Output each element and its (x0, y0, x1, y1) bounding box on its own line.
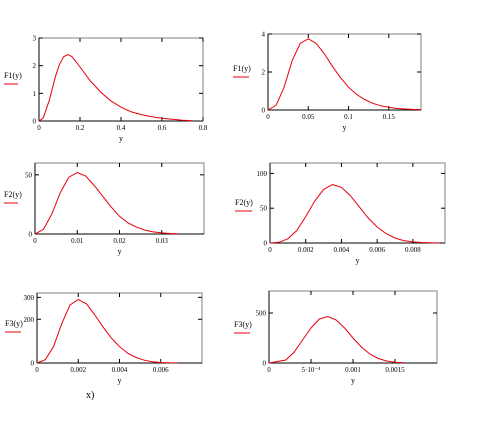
x-tick-label: 0.6 (158, 124, 167, 132)
chart-1: 0 0.2 0.4 0.6 0.8 0 1 2 3 y F1(y) (4, 35, 208, 143)
series-line (34, 171, 179, 235)
chart-2: 0 0.05 0.1 0.15 0 2 4 y F1(y) (233, 31, 422, 132)
y-tick-label: 0 (29, 231, 33, 239)
x-tick-label: 0 (266, 113, 270, 121)
chart-6: 0 5·10⁻⁴ 0.001 0.0015 0 500 y F3(y) (234, 290, 438, 385)
x-tick-label: 0.2 (76, 124, 85, 132)
y-tick-label: 4 (262, 31, 266, 39)
x-tick-label: 0.006 (153, 366, 169, 374)
series-line (38, 54, 193, 122)
x-axis-label: y (118, 247, 122, 256)
x-tick-label: 5·10⁻⁴ (302, 366, 322, 374)
figure-caption: x) (86, 390, 95, 401)
series-line (268, 315, 404, 364)
x-tick-label: 0.1 (344, 113, 353, 121)
y-axis-label: F3(y) (5, 319, 23, 328)
x-tick-label: 0 (267, 366, 271, 374)
x-tick-label: 0.002 (298, 246, 314, 254)
chart-4: 0 0.002 0.004 0.006 0.008 0 50 100 y F2(y) (235, 162, 446, 265)
y-tick-label: 1 (33, 90, 37, 98)
x-tick-label: 0 (37, 124, 41, 132)
y-axis-label: F3(y) (234, 320, 252, 329)
x-tick-label: 0.0015 (385, 366, 405, 374)
x-tick-label: 0.004 (334, 246, 350, 254)
x-tick-label: 0 (33, 237, 37, 245)
chart-5: 0 0.002 0.004 0.006 0 200 300 y F3(y) (5, 292, 203, 385)
series-line (36, 299, 178, 364)
y-axis-label: F1(y) (233, 64, 251, 73)
x-axis-label: y (119, 134, 123, 143)
x-tick-label: 0.004 (112, 366, 128, 374)
y-tick-label: 2 (262, 69, 266, 77)
x-axis-label: y (351, 376, 355, 385)
y-tick-label: 0 (264, 240, 268, 248)
y-tick-label: 200 (24, 316, 35, 324)
x-axis-label: y (118, 376, 122, 385)
chart-3: 0 0.01 0.02 0.03 0 50 y F2(y) (4, 162, 205, 256)
x-tick-label: 0.8 (199, 124, 208, 132)
plot-frame (267, 33, 422, 111)
x-tick-label: 0 (35, 366, 39, 374)
x-tick-label: 0 (268, 246, 272, 254)
series-line (267, 38, 422, 111)
x-axis-label: y (356, 256, 360, 265)
x-tick-label: 0.008 (405, 246, 421, 254)
x-tick-label: 0.05 (302, 113, 315, 121)
x-tick-label: 0.01 (71, 237, 84, 245)
x-axis-label: y (343, 123, 347, 132)
y-tick-label: 0 (262, 107, 266, 115)
x-tick-label: 0.4 (117, 124, 126, 132)
y-tick-label: 3 (33, 35, 37, 43)
x-tick-label: 0.03 (156, 237, 169, 245)
y-axis-label: F1(y) (4, 71, 22, 80)
y-tick-label: 0 (33, 118, 37, 126)
plot-frame (34, 162, 205, 235)
y-tick-label: 0 (31, 360, 35, 368)
y-tick-label: 50 (260, 205, 268, 213)
y-tick-label: 2 (33, 62, 37, 70)
series-line (269, 184, 440, 244)
y-tick-label: 0 (263, 360, 267, 368)
x-tick-label: 0.02 (113, 237, 126, 245)
x-tick-label: 0.006 (369, 246, 385, 254)
x-tick-label: 0.15 (383, 113, 396, 121)
plot-frame (36, 292, 203, 364)
x-tick-label: 0.002 (70, 366, 86, 374)
y-tick-label: 100 (257, 170, 268, 178)
y-tick-label: 50 (25, 171, 33, 179)
y-tick-label: 300 (24, 294, 35, 302)
y-tick-label: 500 (256, 310, 267, 318)
y-axis-label: F2(y) (4, 190, 22, 199)
y-axis-label: F2(y) (235, 198, 253, 207)
x-tick-label: 0.001 (345, 366, 361, 374)
plot-frame (38, 37, 204, 122)
